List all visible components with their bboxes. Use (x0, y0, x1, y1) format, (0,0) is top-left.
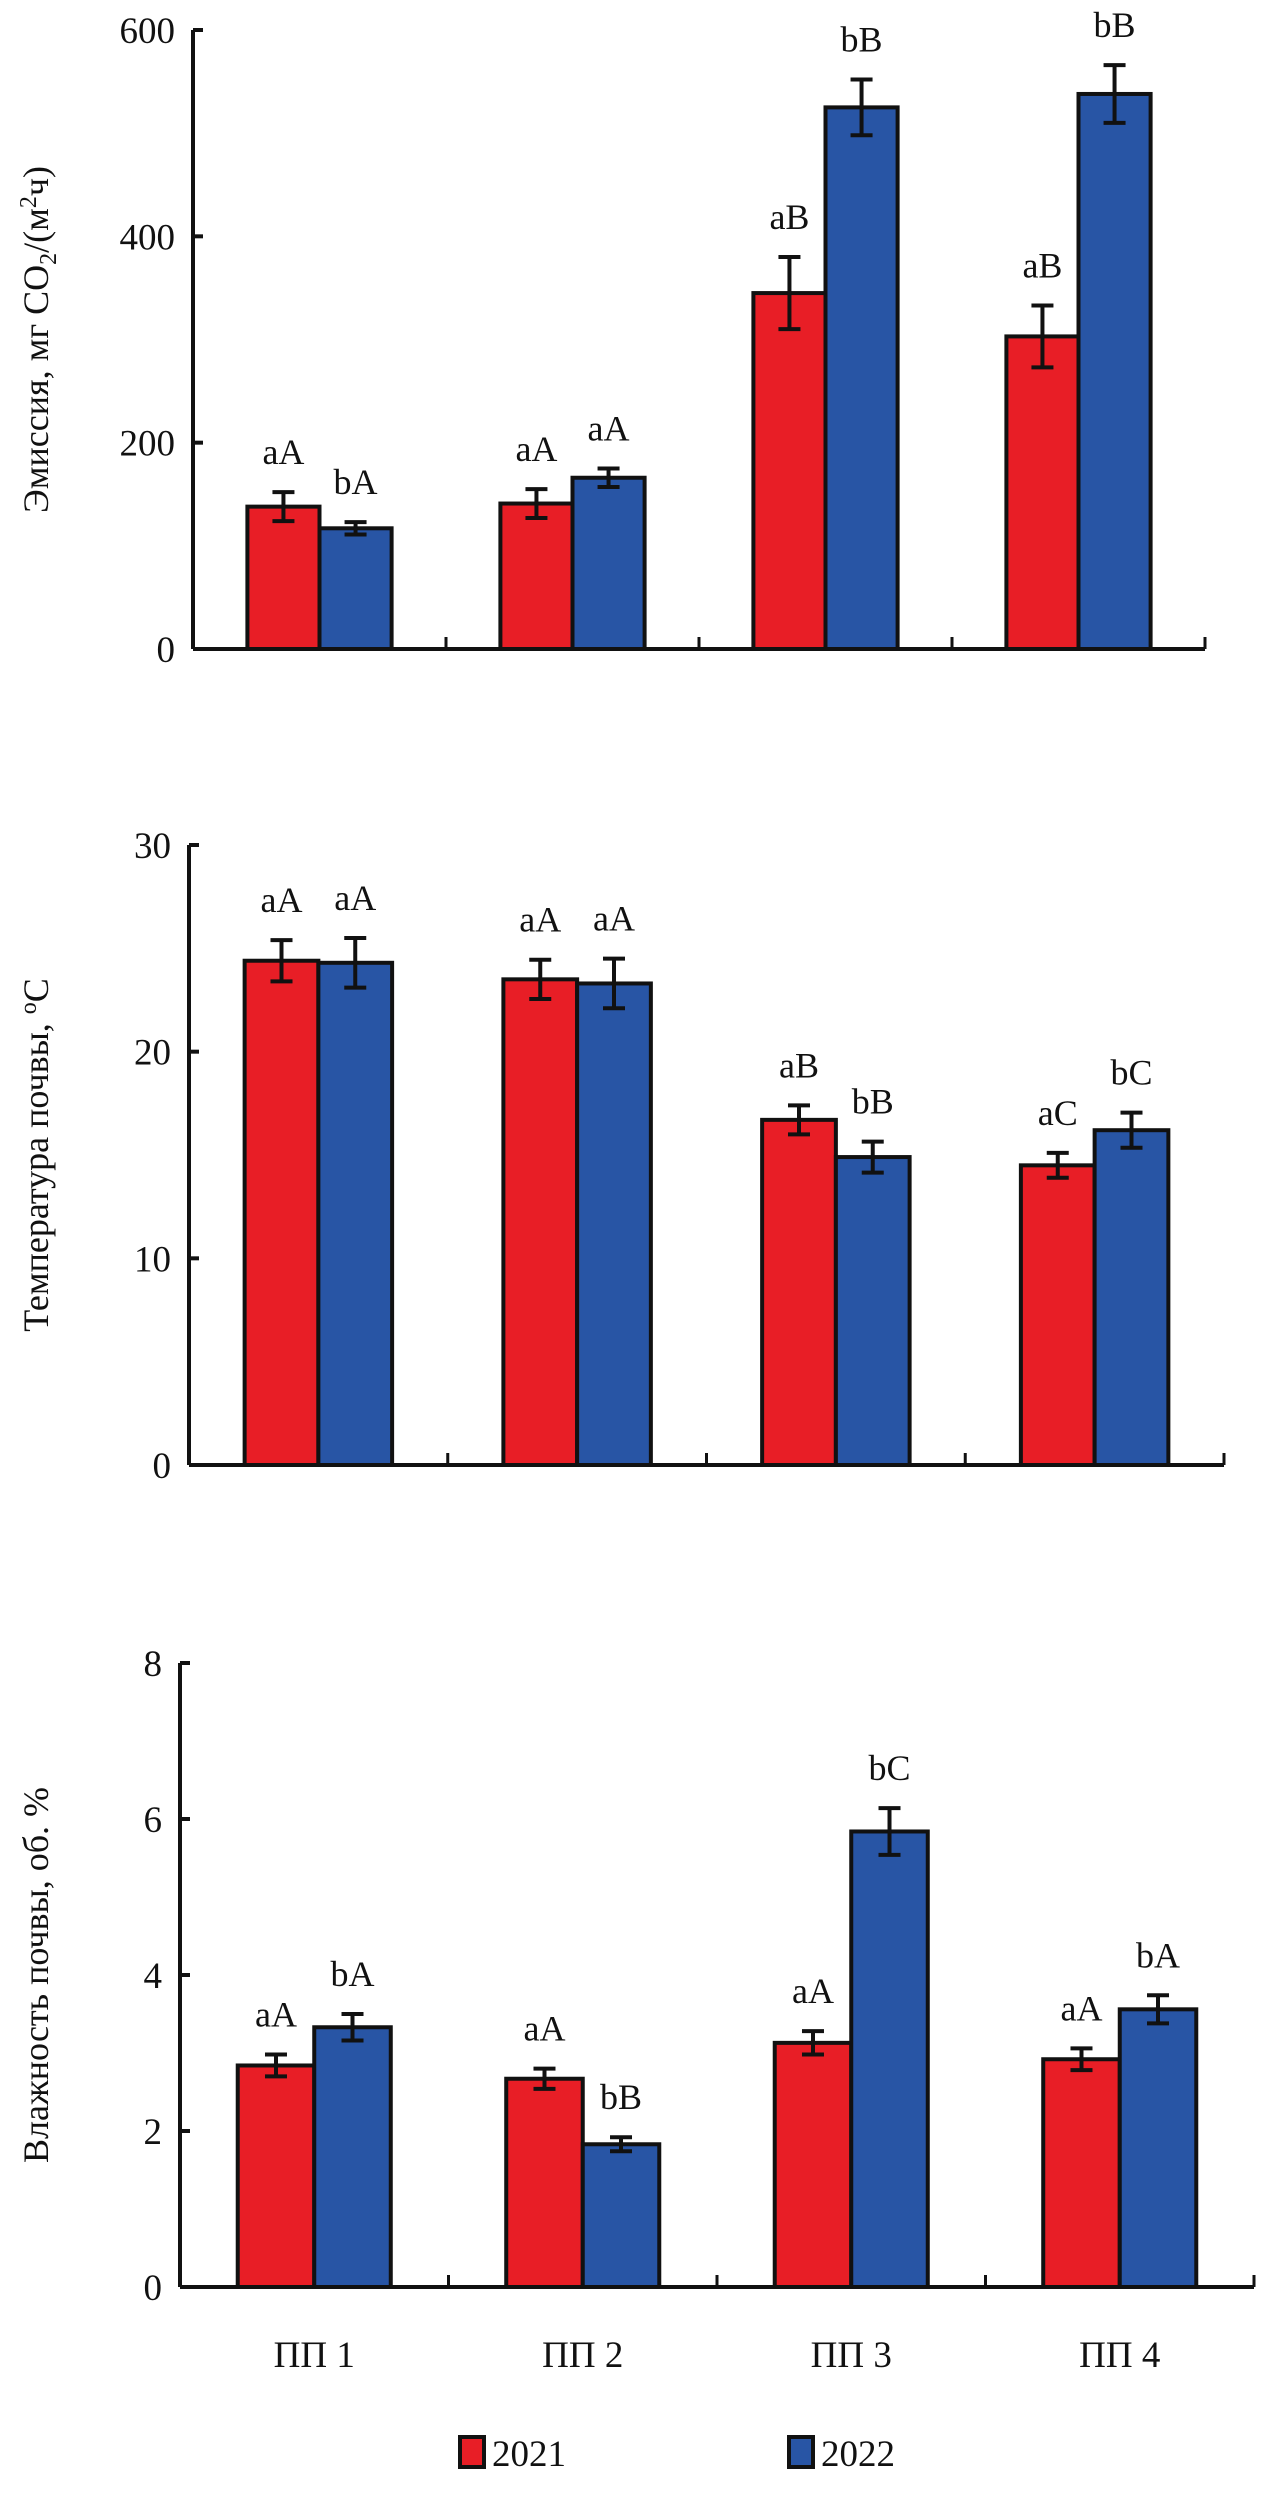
significance-label: bB (852, 1082, 894, 1122)
bar-2021-2 (501, 977, 580, 1467)
significance-label: aA (515, 429, 557, 469)
significance-label: bB (600, 2077, 642, 2117)
bar-2021-1 (242, 958, 321, 1467)
y-tick-label: 4 (144, 1956, 163, 1997)
y-axis-title-part: /(м (16, 208, 56, 253)
legend-swatch-2021 (458, 2435, 486, 2469)
significance-label: aA (262, 432, 304, 472)
y-tick-label: 600 (120, 11, 176, 52)
y-tick-label: 2 (144, 2112, 163, 2153)
significance-label: aB (1022, 245, 1062, 285)
significance-label: aB (779, 1045, 819, 1085)
y-tick-label: 400 (120, 217, 176, 258)
bar-2021-2 (504, 2076, 585, 2289)
y-tick-label: 30 (134, 826, 171, 867)
bar-2022-4 (1076, 91, 1153, 652)
y-axis-title-part: o (16, 1002, 42, 1014)
significance-label: bA (334, 462, 378, 502)
y-tick-label: 8 (144, 1644, 163, 1685)
bar-2022-2 (570, 475, 647, 652)
y-axis-title: Температура почвы, oC (16, 978, 56, 1332)
legend: 2021 2022 (458, 2434, 895, 2475)
significance-label: aA (255, 1995, 297, 2035)
bar-2021-4 (1041, 2057, 1122, 2289)
bar-2021-3 (772, 2040, 854, 2289)
category-label: ПП 1 (274, 2335, 355, 2376)
significance-label: bB (841, 20, 883, 60)
significance-label: aA (261, 880, 303, 920)
significance-label: aA (792, 1971, 834, 2011)
y-axis-title-part: 2 (36, 253, 62, 265)
significance-label: bA (331, 1954, 375, 1994)
y-tick-label: 200 (120, 424, 176, 465)
y-tick-label: 10 (134, 1239, 171, 1280)
significance-label: aA (588, 408, 630, 448)
y-axis-title-part: 2 (16, 196, 42, 208)
significance-label: aB (769, 197, 809, 237)
significance-label: bC (1110, 1053, 1152, 1093)
legend-label-2021: 2021 (492, 2434, 566, 2475)
bar-2022-1 (312, 2025, 393, 2289)
chart-panel-1: aA bA aA aA aB bB aB bB 0 200 400 600 Эмиссия, мг CO… (16, 5, 1207, 671)
y-axis-title-part: C (16, 978, 56, 1002)
bar-2022-1 (317, 526, 394, 651)
significance-label: aA (519, 900, 561, 940)
category-label: ПП 3 (811, 2335, 892, 2376)
y-tick-label: 0 (157, 630, 176, 671)
bar-2021-4 (1004, 334, 1081, 651)
chart-panel-2: aA aA aA aA aB bB aC bC 0 10 20 30 Температура почвы… (16, 826, 1226, 1487)
y-axis-title-part: ч) (16, 166, 56, 196)
y-tick-label: 0 (153, 1446, 172, 1487)
bar-2022-4 (1092, 1128, 1171, 1467)
y-tick-label: 0 (144, 2268, 163, 2309)
bar-2021-1 (235, 2063, 317, 2289)
significance-label: bB (1094, 5, 1136, 45)
significance-label: aA (1060, 1988, 1102, 2028)
significance-label: aA (334, 878, 376, 918)
legend-label-2022: 2022 (821, 2434, 895, 2475)
bar-2021-3 (751, 291, 828, 651)
bar-2022-1 (316, 960, 395, 1467)
y-axis-title-part: Температура почвы, (16, 1014, 56, 1332)
significance-label: aC (1038, 1093, 1078, 1133)
legend-swatch-2022 (787, 2435, 815, 2469)
significance-label: aA (593, 899, 635, 939)
y-tick-label: 20 (134, 1033, 171, 1074)
y-axis-title: Влажность почвы, об. % (16, 1787, 56, 2163)
bar-2022-4 (1117, 2007, 1199, 2289)
significance-label: aA (523, 2009, 565, 2049)
category-label: ПП 4 (1079, 2335, 1160, 2376)
y-axis-title: Эмиссия, мг CO2/(м2ч) (16, 166, 62, 513)
significance-label: bC (869, 1748, 911, 1788)
bar-2021-3 (760, 1117, 838, 1468)
bar-2021-1 (245, 504, 322, 651)
y-tick-label: 6 (144, 1800, 163, 1841)
bar-2022-3 (849, 1829, 930, 2289)
significance-label: bA (1136, 1935, 1180, 1975)
bar-2022-2 (580, 2142, 662, 2290)
bar-2022-3 (823, 105, 900, 651)
y-axis-title-part: Эмиссия, мг CO (16, 265, 56, 513)
bar-2022-2 (575, 981, 653, 1467)
bar-2022-3 (833, 1155, 912, 1467)
bar-2021-4 (1018, 1163, 1097, 1468)
bar-2021-2 (498, 501, 575, 651)
category-label: ПП 2 (542, 2335, 623, 2376)
chart-panel-3: aA bA ПП 1 aA bB ПП 2 aA bC ПП 3 aA bA ПП 4 0 2 4 6 8 Вла… (16, 1644, 1256, 2376)
